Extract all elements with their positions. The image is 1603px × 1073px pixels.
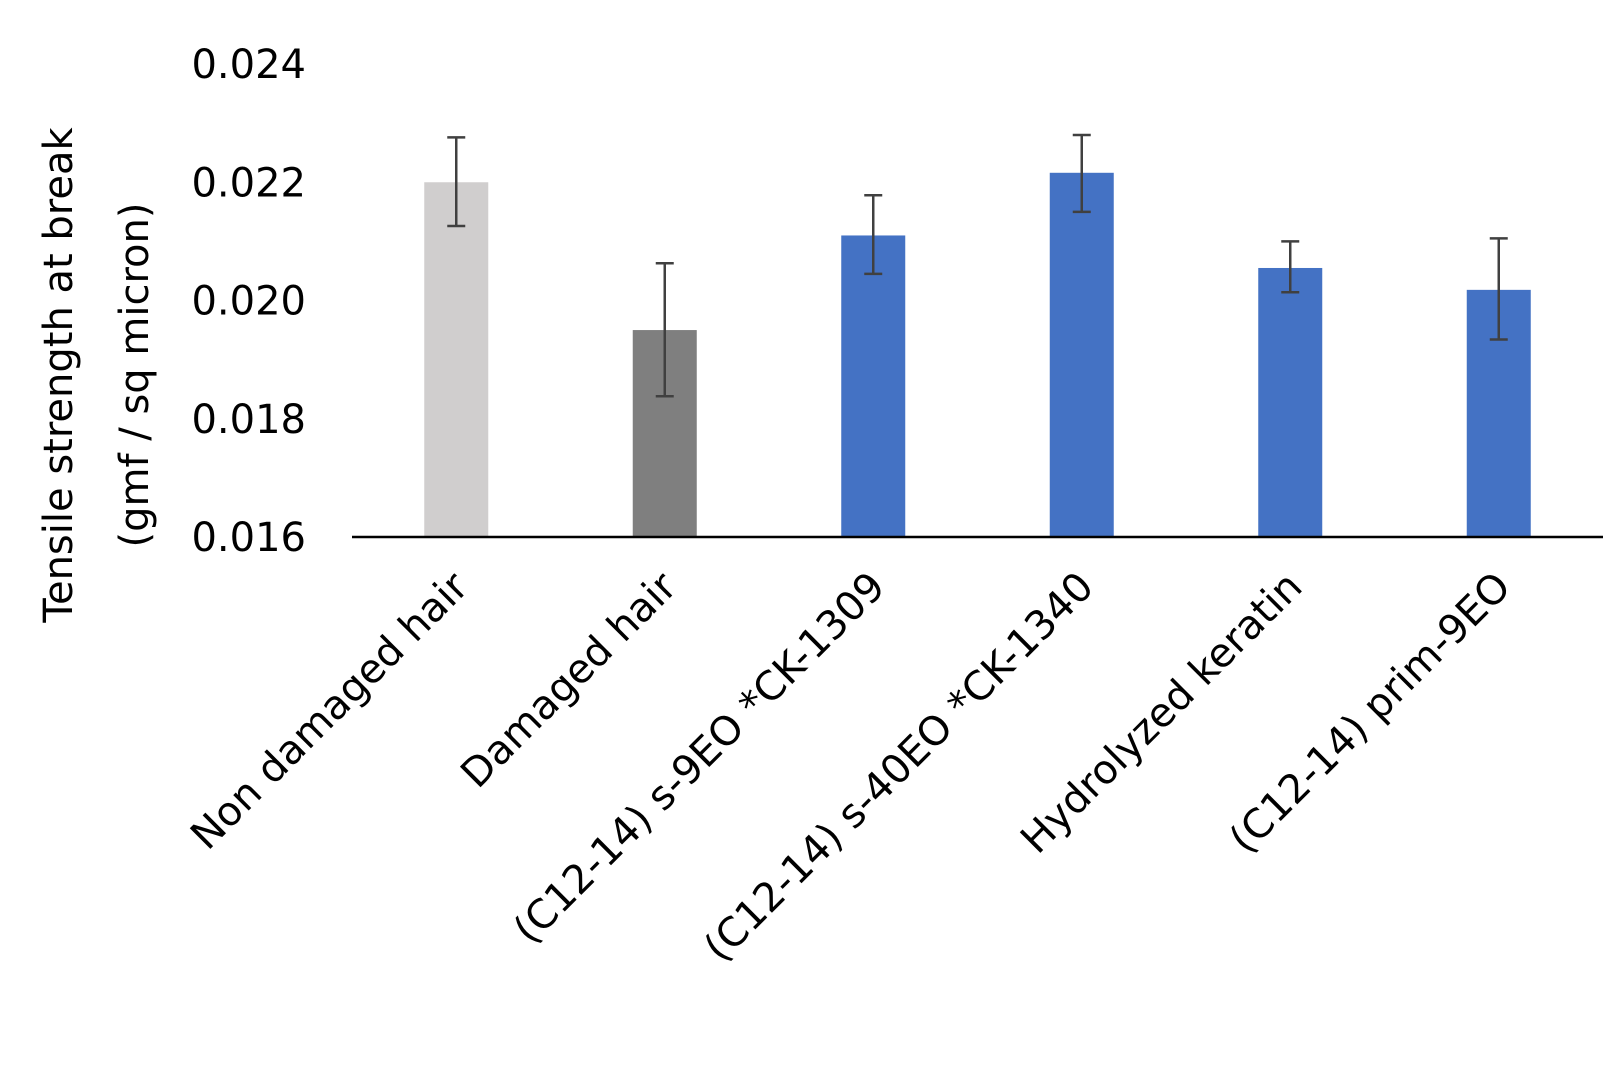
error-bar — [1072, 133, 1091, 214]
category-label: (C12-14) s-9EO *CK-1309 — [505, 564, 894, 953]
y-tick-label: 0.016 — [191, 515, 306, 561]
bar — [841, 235, 906, 537]
error-bar — [1281, 240, 1300, 294]
bars — [424, 172, 1531, 538]
error-bar — [447, 136, 466, 228]
y-tick-label: 0.024 — [191, 42, 306, 88]
error-bar — [864, 194, 883, 276]
y-tick-label: 0.022 — [191, 160, 306, 206]
category-label: Damaged hair — [452, 563, 686, 797]
bar — [1258, 267, 1323, 537]
y-axis-title: Tensile strength at break (gmf / sq micr… — [36, 127, 158, 624]
bar — [1049, 172, 1114, 538]
y-tick-label: 0.020 — [191, 279, 306, 325]
y-axis-title-line1: Tensile strength at break — [36, 127, 82, 624]
category-label: Non damaged hair — [182, 563, 478, 859]
y-tick-label: 0.018 — [191, 397, 306, 443]
y-axis-ticks: 0.016 0.018 0.020 0.022 0.024 — [191, 42, 306, 561]
y-axis-title-line2: (gmf / sq micron) — [112, 203, 158, 548]
error-bar — [655, 262, 674, 398]
category-label: (C12-14) s-40EO *CK-1340 — [696, 564, 1103, 971]
error-bar — [1489, 237, 1508, 341]
error-bars — [447, 133, 1508, 398]
bar — [424, 182, 489, 537]
